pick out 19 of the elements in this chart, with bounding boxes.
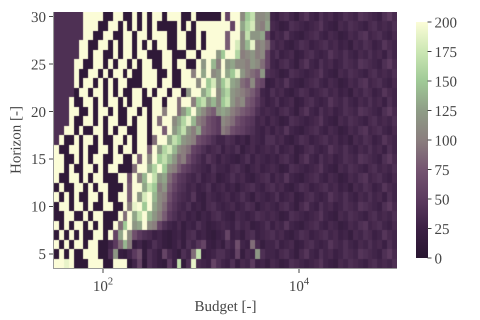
color-bar-label: 150 [434,74,457,90]
color-bar-label: 125 [434,104,457,120]
x-tick-label: 10$^{4}$ [288,276,310,295]
y-tick-label: 30 [31,10,46,26]
color-bar-label: 200 [434,15,457,32]
y-tick-label: 15 [31,152,46,168]
x-axis-title: Budget [-] [194,299,257,315]
y-tick-label: 5 [38,247,46,264]
y-tick-label: 25 [31,57,46,74]
color-bar-label: 0 [434,251,442,268]
y-tick-label: 20 [31,104,46,121]
color-bar-label: 175 [434,44,457,61]
color-bar-label: 25 [434,222,450,238]
y-axis-title: Horizon [-] [8,106,24,174]
color-bar-label: 50 [434,192,450,208]
color-bar-label: 75 [434,162,450,179]
x-tick-label: 10$^{2}$ [92,276,114,295]
color-bar-label: 100 [434,133,457,150]
y-tick-label: 10 [31,200,46,216]
